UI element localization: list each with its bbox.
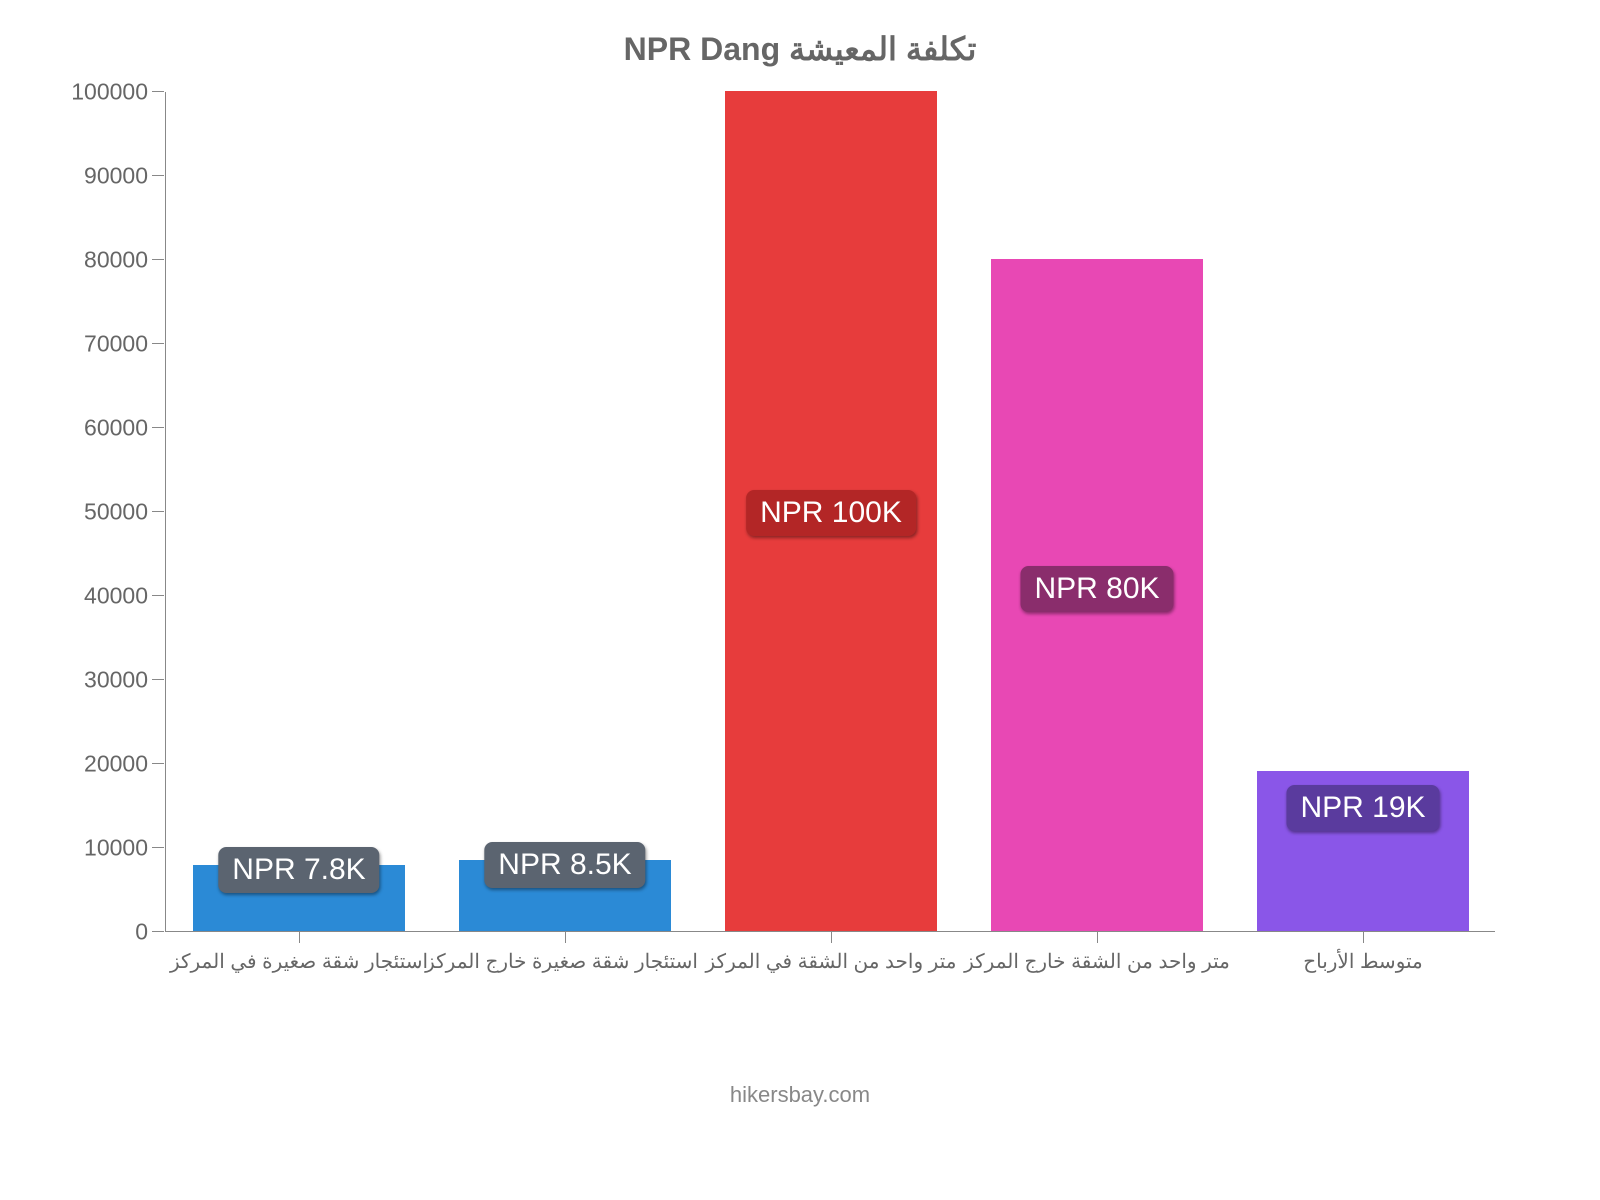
attribution-text: hikersbay.com (730, 1082, 870, 1107)
y-tick-label: 10000 (84, 835, 166, 862)
y-tick-label: 100000 (71, 79, 166, 106)
x-tick-label: استئجار شقة صغيرة في المركز (166, 931, 432, 974)
value-badge: NPR 19K (1286, 785, 1439, 831)
y-tick-label: 90000 (84, 163, 166, 190)
bar-slot: متوسط الأرباحNPR 19K (1230, 91, 1496, 931)
bar-slot: متر واحد من الشقة في المركزNPR 100K (698, 91, 964, 931)
y-tick-label: 30000 (84, 667, 166, 694)
value-badge: NPR 80K (1020, 566, 1173, 612)
x-tick-label: متر واحد من الشقة خارج المركز (964, 931, 1230, 974)
bar-slot: استئجار شقة صغيرة خارج المركزNPR 8.5K (432, 91, 698, 931)
y-tick-label: 60000 (84, 415, 166, 442)
attribution-footer: hikersbay.com (60, 1082, 1540, 1108)
y-tick-label: 80000 (84, 247, 166, 274)
y-tick-label: 70000 (84, 331, 166, 358)
value-badge: NPR 8.5K (484, 842, 645, 888)
y-tick-label: 40000 (84, 583, 166, 610)
x-tick-label: متوسط الأرباح (1230, 931, 1496, 974)
y-tick-label: 0 (135, 919, 166, 946)
plot-area: 0100002000030000400005000060000700008000… (165, 92, 1495, 932)
bar-slot: استئجار شقة صغيرة في المركزNPR 7.8K (166, 91, 432, 931)
x-tick-label: متر واحد من الشقة في المركز (698, 931, 964, 974)
y-tick-label: 20000 (84, 751, 166, 778)
chart-container: NPR Dang تكلفة المعيشة 01000020000300004… (60, 30, 1540, 1110)
y-tick-label: 50000 (84, 499, 166, 526)
chart-title: NPR Dang تكلفة المعيشة (60, 30, 1540, 68)
value-badge: NPR 100K (746, 490, 916, 536)
value-badge: NPR 7.8K (218, 847, 379, 893)
x-tick-label: استئجار شقة صغيرة خارج المركز (432, 931, 698, 974)
bar-slot: متر واحد من الشقة خارج المركزNPR 80K (964, 91, 1230, 931)
